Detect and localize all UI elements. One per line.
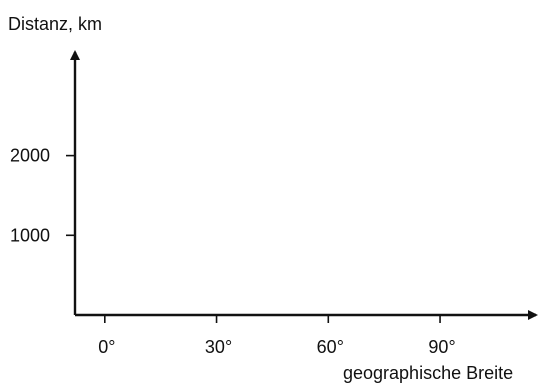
x-axis-label: geographische Breite <box>343 363 513 383</box>
x-tick-label: 90° <box>428 337 455 357</box>
y-ticks: 1000 2000 <box>10 146 75 245</box>
y-tick-label: 2000 <box>10 146 50 166</box>
y-tick-label: 1000 <box>10 225 50 245</box>
x-tick-label: 0° <box>98 337 115 357</box>
y-axis-label: Distanz, km <box>8 14 102 34</box>
x-ticks: 0° 30° 60° 90° <box>98 315 456 357</box>
x-tick-label: 60° <box>317 337 344 357</box>
x-tick-label: 30° <box>205 337 232 357</box>
